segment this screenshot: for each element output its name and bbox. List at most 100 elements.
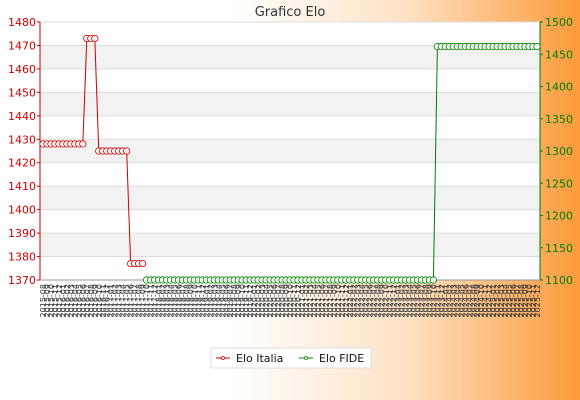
right-tick-label: 1300 xyxy=(545,145,573,158)
x-tick-label: 2022-12 xyxy=(390,284,399,317)
x-tick-label: 2023-11 xyxy=(433,284,442,317)
x-tick-label: 2019-10 xyxy=(238,284,247,317)
x-tick-label: 2022-03 xyxy=(354,284,363,317)
x-tick-label: 2019-08 xyxy=(230,284,239,317)
x-tick-label: 2020-09 xyxy=(282,284,291,317)
x-tick-label: 2025-10 xyxy=(525,284,534,317)
legend-label-elo-italia: Elo Italia xyxy=(236,352,283,365)
data-point xyxy=(429,276,438,284)
x-tick-label: 2025-07 xyxy=(513,284,522,317)
x-tick-label: 2022-07 xyxy=(370,284,379,317)
left-tick-label: 1390 xyxy=(8,227,36,240)
x-tick-label: 2018-03 xyxy=(163,284,172,317)
x-tick-label: 2017-01 xyxy=(107,284,116,317)
x-tick-label: 2023-08 xyxy=(421,284,430,317)
x-tick-label: 2025-05 xyxy=(505,284,514,317)
left-tick-label: 1480 xyxy=(8,16,36,29)
series-layer xyxy=(39,34,541,284)
x-tick-label: 2021-03 xyxy=(306,284,315,317)
series-1 xyxy=(142,42,541,284)
x-tick-label: 2019-12 xyxy=(246,284,255,317)
x-tick-label: 2022-08 xyxy=(374,284,383,317)
right-y-axis: 1100 1150 1200 1250 1300 1350 1400 1450 1500 xyxy=(539,16,573,287)
legend-marker-elo-fide xyxy=(304,356,308,360)
x-tick-label: 2021-09 xyxy=(330,284,339,317)
x-tick-label: 2016-05 xyxy=(75,284,84,317)
x-tick-label: 2025-06 xyxy=(509,284,518,317)
x-tick-label: 2020-02 xyxy=(254,284,263,317)
x-tick-label: 2025-11 xyxy=(529,284,538,317)
x-tick-label: 2020-10 xyxy=(286,284,295,317)
x-tick-label: 2015-09 xyxy=(43,284,52,317)
right-tick-label: 1500 xyxy=(545,16,573,29)
x-tick-label: 2019-11 xyxy=(242,284,251,317)
data-point xyxy=(79,140,87,148)
data-point xyxy=(91,34,99,43)
left-tick-label: 1370 xyxy=(8,274,36,287)
x-tick-label: 2016-10 xyxy=(95,284,104,317)
x-tick-label: 2022-02 xyxy=(350,284,359,317)
x-tick-label: 2017-10 xyxy=(143,284,152,317)
x-tick-label: 2016-02 xyxy=(63,284,72,317)
right-tick-label: 1100 xyxy=(545,274,573,287)
x-tick-label: 2016-09 xyxy=(91,284,100,317)
plot-band xyxy=(40,92,540,116)
legend: Elo Italia Elo FIDE xyxy=(210,347,372,369)
x-tick-label: 2021-02 xyxy=(302,284,311,317)
x-tick-label: 2020-01 xyxy=(250,284,259,317)
x-tick-label: 2022-06 xyxy=(366,284,375,317)
left-tick-label: 1380 xyxy=(8,251,36,264)
x-tick-label: 2019-07 xyxy=(226,284,235,317)
x-tick-label: 2023-03 xyxy=(402,284,411,317)
x-tick-label: 2023-09 xyxy=(425,284,434,317)
x-tick-label: 2020-07 xyxy=(274,284,283,317)
x-tick-label: 2018-02 xyxy=(159,284,168,317)
x-tick-label: 2019-04 xyxy=(214,284,223,317)
x-tick-label: 2016-04 xyxy=(71,284,80,317)
left-tick-label: 1450 xyxy=(8,86,36,99)
x-tick-label: 2017-07 xyxy=(131,284,140,317)
x-tick-label: 2020-06 xyxy=(270,284,279,317)
x-tick-label: 2020-04 xyxy=(262,284,271,317)
left-tick-label: 1410 xyxy=(8,180,36,193)
x-tick-label: 2018-06 xyxy=(174,284,183,317)
x-tick-label: 2020-03 xyxy=(258,284,267,317)
x-tick-label: 2021-01 xyxy=(298,284,307,317)
x-tick-label: 2018-10 xyxy=(190,284,199,317)
x-tick-label: 2024-09 xyxy=(473,284,482,317)
plot-band xyxy=(40,233,540,257)
x-tick-label: 2015-11 xyxy=(51,284,60,317)
x-tick-label: 2020-12 xyxy=(294,284,303,317)
left-tick-label: 1440 xyxy=(8,110,36,123)
x-tick-label: 2023-01 xyxy=(394,284,403,317)
x-tick-label: 2024-03 xyxy=(449,284,458,317)
x-tick-label: 2024-12 xyxy=(485,284,494,317)
x-tick-label: 2021-06 xyxy=(318,284,327,317)
x-tick-label: 2022-04 xyxy=(358,284,367,317)
x-tick-label: 2020-08 xyxy=(278,284,287,317)
x-tick-label: 2025-04 xyxy=(501,284,510,317)
x-tick-label: 2017-04 xyxy=(119,284,128,317)
x-tick-label: 2015-12 xyxy=(55,284,64,317)
x-tick-label: 2020-05 xyxy=(266,284,275,317)
right-tick-label: 1200 xyxy=(545,210,573,223)
x-tick-label: 2021-10 xyxy=(334,284,343,317)
x-tick-label: 2025-12 xyxy=(533,284,542,317)
x-tick-label: 2021-04 xyxy=(310,284,319,317)
x-tick-label: 2018-09 xyxy=(186,284,195,317)
grid-lines xyxy=(40,21,540,281)
x-tick-label: 2016-06 xyxy=(79,284,88,317)
x-tick-label: 2015-10 xyxy=(47,284,56,317)
x-tick-label: 2018-08 xyxy=(182,284,191,317)
plot-band xyxy=(40,45,540,69)
x-tick-label: 2015-08 xyxy=(39,284,48,317)
left-tick-label: 1460 xyxy=(8,63,36,76)
x-tick-label: 2024-06 xyxy=(461,284,470,317)
x-tick-label: 2025-09 xyxy=(521,284,530,317)
x-tick-label: 2023-05 xyxy=(410,284,419,317)
right-tick-label: 1350 xyxy=(545,113,573,126)
data-point xyxy=(139,259,147,268)
x-tick-label: 2021-12 xyxy=(342,284,351,317)
legend-label-elo-fide: Elo FIDE xyxy=(319,352,364,365)
